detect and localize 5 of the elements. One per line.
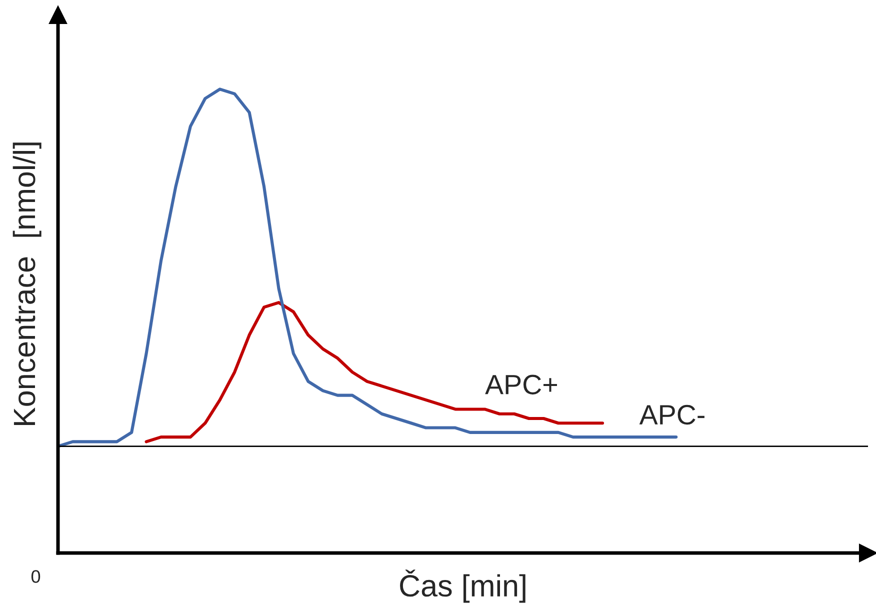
- x-axis-title: Čas [min]: [400, 570, 526, 603]
- series-label: APC+: [485, 374, 557, 394]
- text: 0: [31, 570, 40, 583]
- series-label: APC-: [639, 404, 704, 425]
- y-axis-title: Koncentrace [nmol/l]: [12, 142, 42, 425]
